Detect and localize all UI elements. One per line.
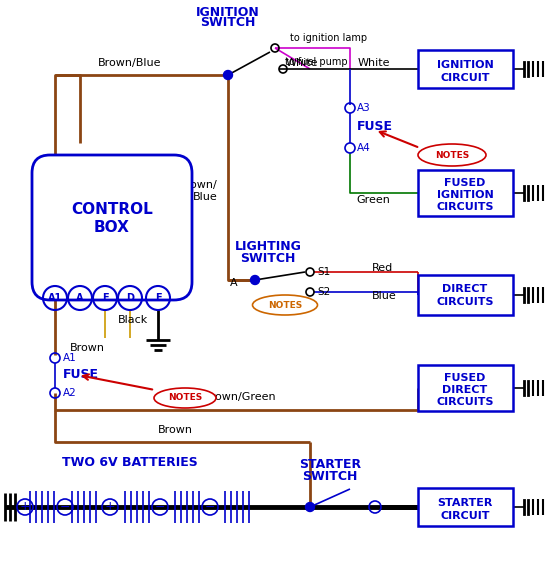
Text: SWITCH: SWITCH — [240, 251, 296, 264]
Text: A: A — [230, 278, 238, 288]
Text: FUSE: FUSE — [63, 368, 99, 381]
Text: Green: Green — [356, 195, 390, 205]
Text: F: F — [102, 293, 108, 303]
Text: TWO 6V BATTERIES: TWO 6V BATTERIES — [62, 455, 198, 469]
FancyBboxPatch shape — [32, 155, 192, 300]
Text: A2: A2 — [63, 388, 77, 398]
Text: CIRCUIT: CIRCUIT — [440, 511, 490, 521]
Text: E: E — [155, 293, 161, 303]
Text: Brown/Green: Brown/Green — [204, 392, 276, 402]
Text: SWITCH: SWITCH — [200, 17, 256, 30]
Text: IGNITION: IGNITION — [437, 60, 493, 70]
Text: BOX: BOX — [94, 219, 130, 234]
Text: STARTER: STARTER — [437, 498, 493, 508]
Text: NOTES: NOTES — [268, 300, 302, 310]
Text: D: D — [126, 293, 134, 303]
Text: White: White — [357, 58, 390, 68]
Text: NOTES: NOTES — [168, 393, 202, 402]
Text: Brown: Brown — [157, 425, 193, 435]
Text: A1: A1 — [63, 353, 77, 363]
Ellipse shape — [154, 388, 216, 408]
Text: −: − — [155, 500, 165, 514]
Text: FUSED: FUSED — [444, 178, 486, 188]
Text: CONTROL: CONTROL — [71, 202, 153, 218]
Text: IGNITION: IGNITION — [437, 190, 493, 200]
Text: DIRECT: DIRECT — [442, 284, 488, 294]
Bar — [418, 365, 513, 411]
Text: A: A — [76, 293, 84, 303]
Text: Brown: Brown — [70, 343, 105, 353]
Circle shape — [306, 503, 315, 511]
Text: +: + — [105, 500, 115, 514]
Text: CIRCUITS: CIRCUITS — [436, 297, 494, 307]
Circle shape — [223, 71, 232, 79]
Text: Red: Red — [372, 263, 393, 273]
Text: −: − — [60, 500, 70, 514]
Text: A1: A1 — [48, 293, 62, 303]
Bar — [418, 488, 513, 526]
Text: Blue: Blue — [193, 192, 218, 202]
Text: to fuel pump: to fuel pump — [285, 57, 348, 67]
Text: NOTES: NOTES — [435, 150, 469, 160]
Text: CIRCUITS: CIRCUITS — [436, 397, 494, 407]
Text: A3: A3 — [357, 103, 371, 113]
Text: Black: Black — [118, 315, 148, 325]
Text: to ignition lamp: to ignition lamp — [290, 33, 367, 43]
Text: A4: A4 — [357, 143, 371, 153]
Bar — [418, 50, 513, 88]
Circle shape — [250, 275, 259, 284]
Text: STARTER: STARTER — [299, 458, 361, 470]
Text: Brown/: Brown/ — [179, 180, 218, 190]
Text: −: − — [205, 500, 215, 514]
Text: CIRCUITS: CIRCUITS — [436, 202, 494, 212]
Text: SWITCH: SWITCH — [302, 470, 358, 482]
Text: LIGHTING: LIGHTING — [235, 241, 301, 254]
Text: +: + — [20, 500, 30, 514]
Text: Brown/Blue: Brown/Blue — [98, 58, 162, 68]
Text: White: White — [286, 58, 318, 68]
Text: S1: S1 — [317, 267, 330, 277]
Text: S2: S2 — [317, 287, 330, 297]
Text: CIRCUIT: CIRCUIT — [440, 73, 490, 83]
Text: IGNITION: IGNITION — [196, 6, 260, 18]
Ellipse shape — [418, 144, 486, 166]
Text: FUSE: FUSE — [357, 120, 393, 133]
Ellipse shape — [253, 295, 318, 315]
Text: Blue: Blue — [372, 291, 396, 301]
Bar — [418, 275, 513, 315]
Text: FUSED: FUSED — [444, 373, 486, 383]
Bar — [418, 170, 513, 216]
Text: DIRECT: DIRECT — [442, 385, 488, 395]
